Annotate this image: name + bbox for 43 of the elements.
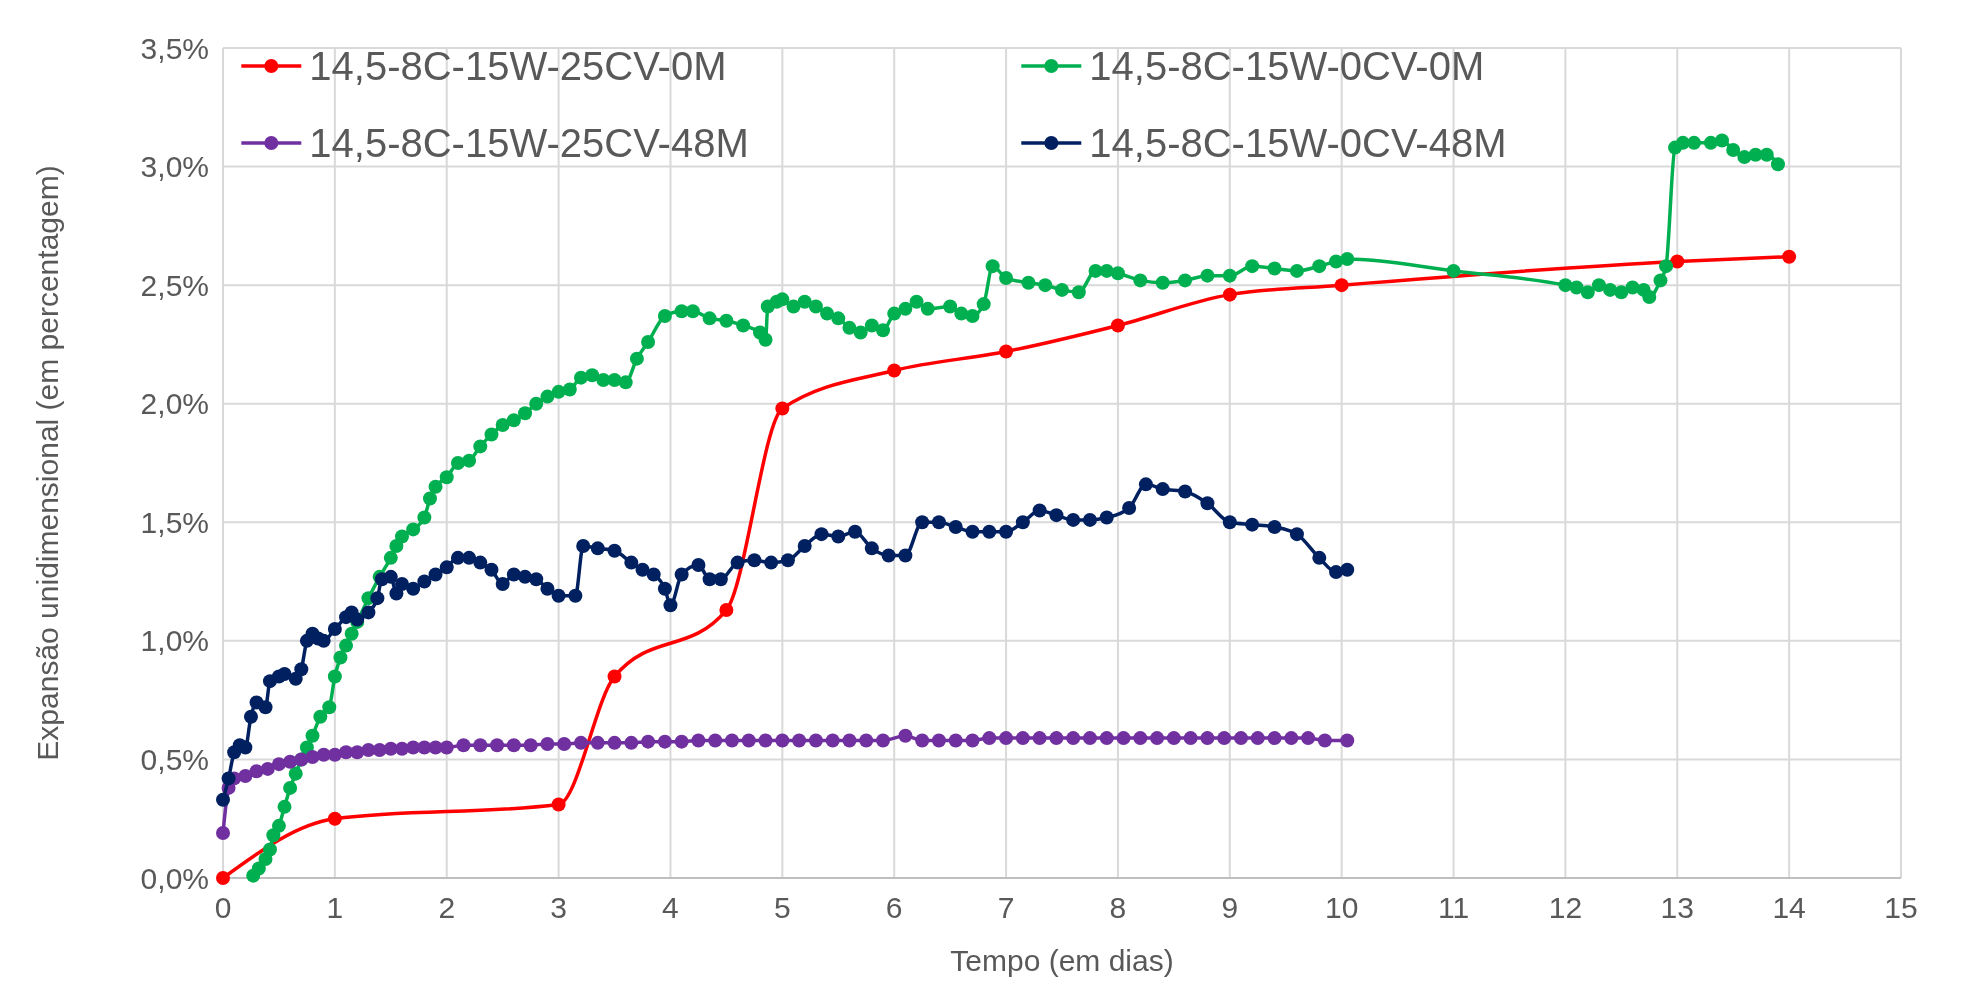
point <box>216 871 230 885</box>
point <box>327 811 342 826</box>
y-tick-label: 1,0% <box>140 624 209 658</box>
point <box>1110 318 1125 333</box>
legend-label: 14,5-8C-15W-0CV-48M <box>1089 121 1507 165</box>
y-tick-label: 2,5% <box>140 268 209 302</box>
x-tick-label: 4 <box>662 891 679 924</box>
x-tick-label: 7 <box>997 891 1015 924</box>
y-tick-label: 3,0% <box>140 150 209 184</box>
x-tick-label: 10 <box>1324 891 1359 924</box>
x-tick-label: 0 <box>214 891 232 924</box>
point <box>999 344 1014 359</box>
x-tick-label: 5 <box>773 891 791 924</box>
x-tick-label: 12 <box>1548 891 1583 924</box>
point <box>607 669 622 684</box>
x-tick-label: 13 <box>1660 891 1694 924</box>
y-tick-label: 0,0% <box>140 861 209 895</box>
x-tick-label: 8 <box>1109 891 1127 924</box>
x-tick-label: 14 <box>1772 891 1806 924</box>
point <box>551 797 566 812</box>
y-tick-label: 0,5% <box>140 742 209 776</box>
point <box>1670 254 1685 269</box>
x-tick-label: 9 <box>1221 891 1239 924</box>
x-tick-label: 15 <box>1884 891 1918 924</box>
y-tick-label: 2,0% <box>140 387 209 421</box>
x-axis-title: Tempo (em dias) <box>950 944 1174 977</box>
x-tick-label: 6 <box>885 891 903 924</box>
legend-label: 14,5-8C-15W-0CV-0M <box>1089 44 1485 88</box>
point <box>719 603 734 618</box>
point <box>1334 278 1349 293</box>
point <box>1222 287 1237 302</box>
y-axis-title: Expansão unidimensional (em percentagem) <box>31 165 64 761</box>
x-tick-label: 3 <box>550 891 567 924</box>
legend-label: 14,5-8C-15W-25CV-48M <box>309 121 749 165</box>
point <box>887 363 902 378</box>
y-tick-label: 3,5% <box>140 31 209 65</box>
x-tick-label: 1 <box>326 891 344 924</box>
legend-label: 14,5-8C-15W-25CV-0M <box>309 44 727 88</box>
x-tick-label: 11 <box>1437 891 1470 924</box>
x-tick-label: 2 <box>438 891 456 924</box>
point <box>1782 249 1797 264</box>
y-tick-label: 1,5% <box>140 505 209 539</box>
point <box>775 401 790 416</box>
